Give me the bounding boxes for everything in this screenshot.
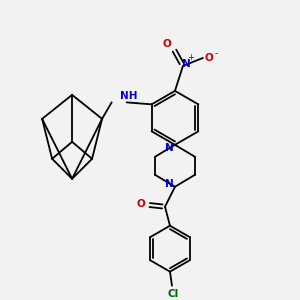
Text: O: O — [163, 39, 171, 49]
Text: N: N — [165, 143, 173, 153]
Text: Cl: Cl — [167, 289, 178, 298]
Text: -: - — [214, 48, 218, 58]
Text: N: N — [182, 59, 190, 69]
Text: O: O — [205, 53, 213, 63]
Text: O: O — [136, 199, 146, 209]
Text: +: + — [188, 53, 194, 62]
Text: N: N — [165, 179, 173, 189]
Text: NH: NH — [120, 92, 137, 101]
